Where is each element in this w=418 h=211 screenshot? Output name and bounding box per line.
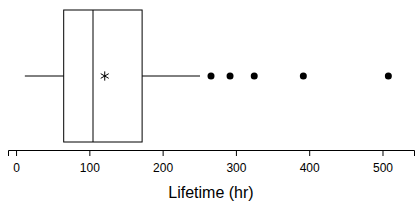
x-tick: 100 (80, 150, 100, 175)
plot-area (25, 10, 392, 142)
x-tick: 300 (226, 150, 246, 175)
whisker-high (142, 76, 200, 77)
box (64, 10, 142, 142)
outlier (300, 73, 307, 80)
median (93, 10, 94, 142)
x-tick: 0 (13, 150, 20, 175)
x-tick: 400 (300, 150, 320, 175)
chart: 0 100 200 300 400 500 Lifetime (hr) (0, 0, 418, 211)
x-tick: 500 (373, 150, 393, 175)
outlier (227, 73, 234, 80)
x-tick-label: 0 (13, 161, 20, 175)
x-tick-mark (163, 150, 164, 156)
x-tick-mark (236, 150, 237, 156)
box-plot (25, 10, 392, 142)
x-tick-label: 500 (373, 161, 393, 175)
x-tick-mark (89, 150, 90, 156)
x-axis-title: Lifetime (hr) (168, 184, 253, 201)
x-axis-line (9, 151, 415, 157)
whisker-low (25, 76, 64, 77)
x-tick-label: 300 (226, 161, 246, 175)
outlier (251, 73, 258, 80)
x-tick-label: 200 (153, 161, 173, 175)
outlier (208, 73, 215, 80)
x-tick-mark (309, 150, 310, 156)
mean-marker (101, 71, 109, 80)
x-tick-label: 400 (300, 161, 320, 175)
x-tick-label: 100 (80, 161, 100, 175)
x-axis: 0 100 200 300 400 500 (9, 150, 415, 175)
x-tick-mark (16, 150, 17, 156)
x-tick: 200 (153, 150, 173, 175)
outlier (385, 73, 392, 80)
x-tick-mark (382, 150, 383, 156)
